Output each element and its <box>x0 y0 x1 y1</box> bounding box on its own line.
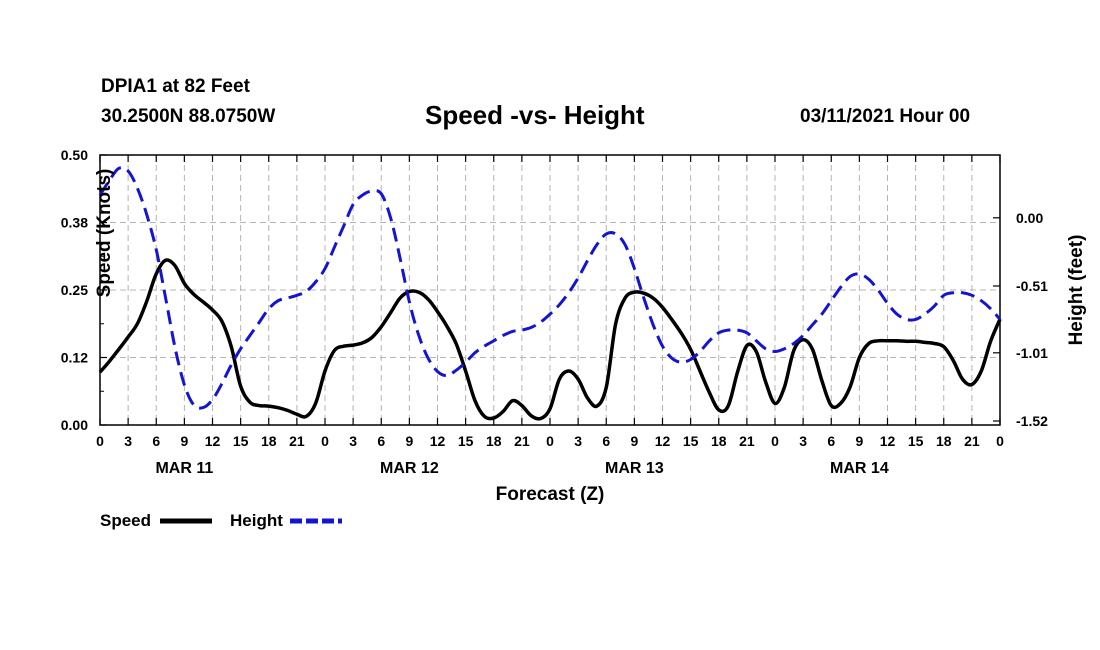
y2-tick-label: -0.51 <box>1016 278 1048 294</box>
grid-lines <box>100 155 1000 425</box>
y2-tick-label: 0.00 <box>1016 210 1043 226</box>
x-tick-label: 0 <box>546 433 554 449</box>
legend-speed-label: Speed <box>100 511 151 530</box>
x-day-label: MAR 11 <box>155 460 213 477</box>
x-tick-label: 6 <box>377 433 385 449</box>
x-tick-label: 3 <box>574 433 582 449</box>
x-tick-label: 12 <box>655 433 671 449</box>
x-tick-label: 0 <box>321 433 329 449</box>
x-tick-label: 3 <box>349 433 357 449</box>
x-tick-label: 9 <box>180 433 188 449</box>
speed-series-line <box>98 258 1002 421</box>
x-tick-label: 0 <box>96 433 104 449</box>
x-tick-label: 15 <box>683 433 699 449</box>
axis-ticks: 0 3 6 9 12 15 18 21 0 3 6 9 12 15 18 21 0 3 6 9 12 15 18 21 0 3 6 9… <box>61 147 1048 477</box>
legend-height-label: Height <box>230 511 283 530</box>
x-tick-label: 9 <box>405 433 413 449</box>
x-tick-label: 3 <box>124 433 132 449</box>
y2-axis-label: Height (feet) <box>1066 235 1087 346</box>
x-tick-label: 21 <box>739 433 755 449</box>
legend: Speed Height <box>100 511 342 530</box>
height-series-line <box>98 166 1002 410</box>
x-tick-label: 6 <box>602 433 610 449</box>
x-tick-label: 21 <box>964 433 980 449</box>
x-tick-label: 12 <box>205 433 221 449</box>
forecast-datetime: 03/11/2021 Hour 00 <box>800 106 971 127</box>
x-day-label: MAR 12 <box>380 460 439 477</box>
y-tick-label: 0.50 <box>61 147 88 163</box>
x-tick-label: 18 <box>711 433 727 449</box>
y2-tick-label: -1.52 <box>1016 413 1048 429</box>
x-tick-label: 21 <box>514 433 530 449</box>
y-tick-label: 0.38 <box>61 215 88 231</box>
y-axis-label: Speed (Knots) <box>94 169 115 298</box>
x-tick-label: 6 <box>827 433 835 449</box>
x-tick-label: 18 <box>936 433 952 449</box>
x-tick-label: 15 <box>458 433 474 449</box>
x-tick-label: 0 <box>996 433 1004 449</box>
x-tick-label: 3 <box>799 433 807 449</box>
chart-title: Speed -vs- Height <box>425 100 645 130</box>
x-tick-label: 15 <box>233 433 249 449</box>
station-label: DPIA1 at 82 Feet <box>101 76 250 97</box>
y-tick-label: 0.25 <box>61 282 88 298</box>
x-tick-label: 6 <box>152 433 160 449</box>
y-tick-label: 0.00 <box>61 417 88 433</box>
y-tick-label: 0.12 <box>61 350 88 366</box>
x-tick-label: 9 <box>630 433 638 449</box>
x-tick-label: 9 <box>855 433 863 449</box>
x-tick-label: 12 <box>430 433 446 449</box>
x-tick-label: 15 <box>908 433 924 449</box>
x-day-label: MAR 13 <box>605 460 664 477</box>
coordinates-label: 30.2500N 88.0750W <box>101 106 276 127</box>
y2-tick-label: -1.01 <box>1016 345 1048 361</box>
x-axis-label: Forecast (Z) <box>496 484 605 505</box>
x-tick-label: 0 <box>771 433 779 449</box>
x-tick-label: 18 <box>261 433 277 449</box>
x-day-label: MAR 14 <box>830 460 889 477</box>
x-tick-label: 12 <box>880 433 896 449</box>
x-tick-label: 18 <box>486 433 502 449</box>
x-tick-label: 21 <box>289 433 305 449</box>
